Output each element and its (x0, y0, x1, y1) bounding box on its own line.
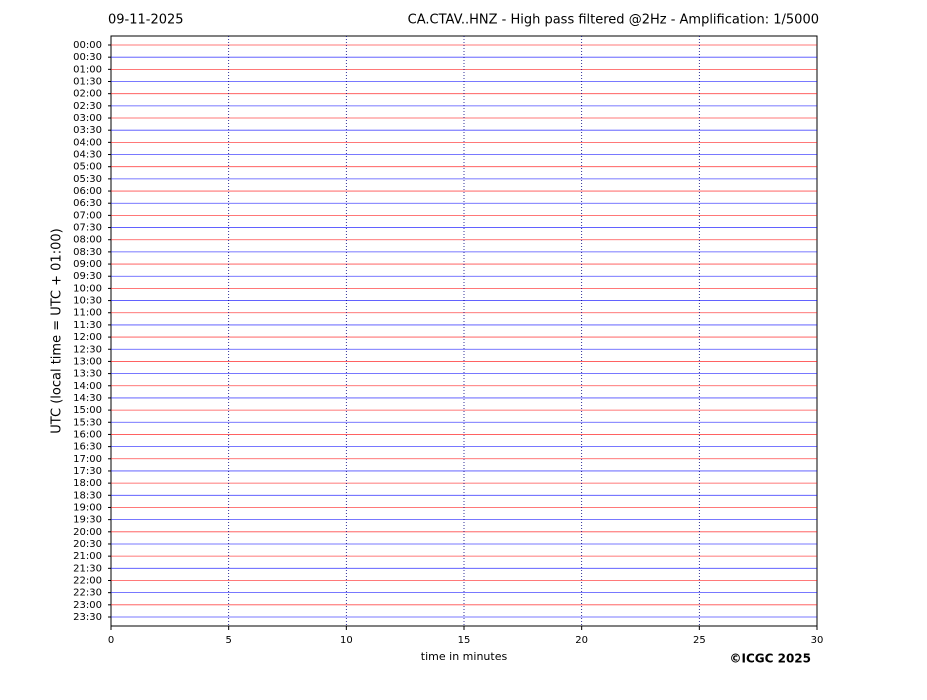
y-tick-label: 06:30 (73, 198, 102, 209)
x-tick-label: 10 (340, 635, 353, 646)
y-tick-label: 21:30 (73, 563, 102, 574)
x-tick-label: 0 (108, 635, 114, 646)
y-tick-label: 05:30 (73, 174, 102, 185)
y-tick-label: 20:30 (73, 539, 102, 550)
y-tick-label: 00:00 (73, 40, 102, 51)
x-tick-label: 20 (575, 635, 588, 646)
y-tick-label: 08:00 (73, 235, 102, 246)
y-tick-label: 14:30 (73, 393, 102, 404)
y-tick-label: 09:30 (73, 271, 102, 282)
y-tick-label: 22:30 (73, 588, 102, 599)
y-tick-label: 13:30 (73, 369, 102, 380)
y-tick-label: 12:30 (73, 344, 102, 355)
y-tick-label: 07:00 (73, 210, 102, 221)
y-tick-label: 03:30 (73, 125, 102, 136)
y-tick-label: 02:00 (73, 89, 102, 100)
chart-title: CA.CTAV..HNZ - High pass filtered @2Hz -… (408, 13, 819, 28)
y-tick-label: 06:00 (73, 186, 102, 197)
y-tick-label: 01:30 (73, 77, 102, 88)
y-tick-label: 00:30 (73, 52, 102, 63)
y-tick-label: 13:00 (73, 356, 102, 367)
date: 09-11-2025 (108, 13, 184, 28)
y-tick-label: 10:30 (73, 296, 102, 307)
y-tick-label: 04:30 (73, 150, 102, 161)
x-tick-label: 25 (693, 635, 706, 646)
y-tick-label: 15:00 (73, 405, 102, 416)
y-tick-label: 21:00 (73, 551, 102, 562)
y-tick-label: 11:30 (73, 320, 102, 331)
credit: ©ICGC 2025 (729, 652, 811, 666)
y-tick-label: 17:30 (73, 466, 102, 477)
x-tick-label: 5 (225, 635, 231, 646)
y-tick-label: 20:00 (73, 527, 102, 538)
y-tick-label: 09:00 (73, 259, 102, 270)
y-tick-label: 07:30 (73, 223, 102, 234)
y-tick-label: 23:30 (73, 612, 102, 623)
y-tick-label: 16:00 (73, 429, 102, 440)
y-tick-label: 11:00 (73, 308, 102, 319)
y-tick-label: 19:30 (73, 515, 102, 526)
y-tick-label: 04:00 (73, 137, 102, 148)
y-tick-label: 14:00 (73, 381, 102, 392)
y-tick-label: 03:00 (73, 113, 102, 124)
y-tick-label: 01:00 (73, 64, 102, 75)
y-tick-label: 19:00 (73, 502, 102, 513)
y-tick-label: 22:00 (73, 575, 102, 586)
y-tick-label: 23:00 (73, 600, 102, 611)
y-tick-label: 08:30 (73, 247, 102, 258)
x-tick-label: 30 (811, 635, 824, 646)
x-tick-label: 15 (458, 635, 471, 646)
y-tick-label: 16:30 (73, 442, 102, 453)
y-tick-label: 10:00 (73, 283, 102, 294)
y-tick-label: 17:00 (73, 454, 102, 465)
y-tick-label: 02:30 (73, 101, 102, 112)
y-tick-label: 18:00 (73, 478, 102, 489)
y-tick-label: 18:30 (73, 490, 102, 501)
x-axis-label: time in minutes (421, 650, 508, 663)
y-tick-label: 12:00 (73, 332, 102, 343)
y-axis-label: UTC (local time = UTC + 01:00) (50, 228, 65, 433)
y-tick-label: 05:00 (73, 162, 102, 173)
y-tick-label: 15:30 (73, 417, 102, 428)
